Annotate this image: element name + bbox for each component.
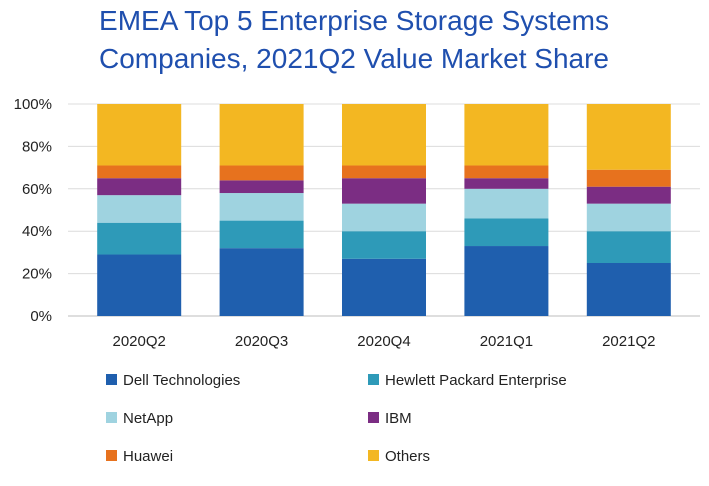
legend-swatch — [368, 412, 379, 423]
bar-segment-hewlett-packard-enterprise — [219, 220, 304, 249]
bar-stacks — [97, 104, 671, 316]
bar-segment-netapp — [586, 203, 671, 232]
y-tick-label: 20% — [22, 266, 52, 283]
y-tick-label: 100% — [14, 96, 52, 113]
bar-segment-huawei — [464, 165, 549, 179]
legend-swatch — [106, 374, 117, 385]
legend-swatch — [106, 450, 117, 461]
x-tick-label: 2020Q2 — [113, 333, 166, 350]
x-tick-label: 2021Q1 — [480, 333, 533, 350]
bar-segment-ibm — [464, 178, 549, 189]
x-tick-label: 2020Q4 — [357, 333, 410, 350]
bar-segment-ibm — [342, 178, 426, 204]
legend-swatch — [106, 412, 117, 423]
bar-segment-hewlett-packard-enterprise — [97, 222, 182, 255]
bar-segment-others — [97, 104, 182, 166]
x-axis-category-labels: 2020Q2 2020Q3 2020Q4 2021Q1 2021Q2 — [113, 333, 656, 350]
y-tick-label: 40% — [22, 223, 52, 240]
bar-segment-netapp — [219, 193, 304, 221]
legend-label: Huawei — [123, 448, 173, 465]
bar-segment-huawei — [342, 165, 426, 179]
y-tick-label: 60% — [22, 181, 52, 198]
bar-segment-hewlett-packard-enterprise — [464, 218, 549, 247]
legend-swatch — [368, 374, 379, 385]
bar-segment-netapp — [342, 203, 426, 232]
bar-segment-dell-technologies — [97, 254, 182, 316]
y-axis-tick-labels: 0% 20% 40% 60% 80% 100% — [14, 96, 52, 325]
bar-segment-others — [464, 104, 549, 166]
bar-segment-dell-technologies — [464, 246, 549, 316]
bar-segment-ibm — [97, 178, 182, 196]
y-tick-label: 0% — [30, 308, 52, 325]
bar-segment-huawei — [586, 169, 671, 187]
legend-label: IBM — [385, 410, 412, 427]
x-tick-label: 2021Q2 — [602, 333, 655, 350]
bar-segment-netapp — [97, 195, 182, 223]
legend: Dell Technologies Hewlett Packard Enterpr… — [106, 372, 567, 465]
legend-label: Others — [385, 448, 430, 465]
x-tick-label: 2020Q3 — [235, 333, 288, 350]
bar-segment-ibm — [586, 186, 671, 204]
legend-label: Dell Technologies — [123, 372, 240, 389]
bar-segment-others — [219, 104, 304, 166]
bar-segment-others — [586, 104, 671, 170]
chart-title-line-1: EMEA Top 5 Enterprise Storage Systems — [99, 5, 609, 36]
bar-segment-netapp — [464, 188, 549, 219]
bar-segment-huawei — [97, 165, 182, 179]
bar-segment-hewlett-packard-enterprise — [342, 231, 426, 259]
bar-segment-hewlett-packard-enterprise — [586, 231, 671, 263]
bar-segment-ibm — [219, 180, 304, 194]
bar-segment-others — [342, 104, 426, 166]
legend-label: NetApp — [123, 410, 173, 427]
bar-segment-huawei — [219, 165, 304, 181]
bar-segment-dell-technologies — [586, 263, 671, 316]
bar-segment-dell-technologies — [219, 248, 304, 316]
legend-label: Hewlett Packard Enterprise — [385, 372, 567, 389]
y-tick-label: 80% — [22, 138, 52, 155]
bar-segment-dell-technologies — [342, 258, 426, 316]
legend-swatch — [368, 450, 379, 461]
chart-title-line-2: Companies, 2021Q2 Value Market Share — [99, 43, 609, 74]
